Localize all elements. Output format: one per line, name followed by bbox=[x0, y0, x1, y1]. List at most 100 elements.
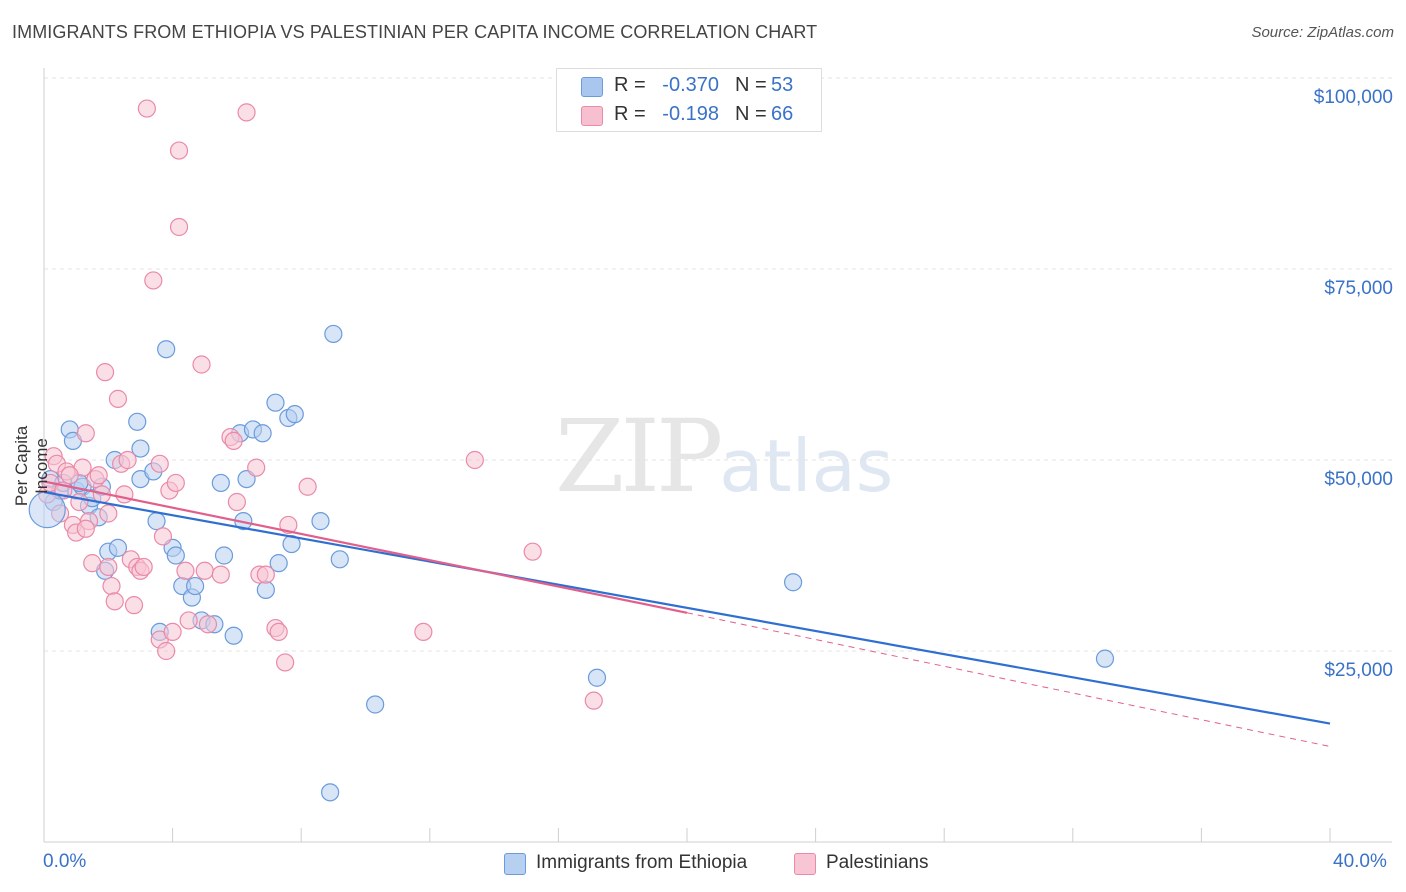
legend-swatch-ethiopia bbox=[581, 77, 603, 97]
palestinian-point-44 bbox=[211, 565, 230, 584]
palestinian-point-47 bbox=[227, 492, 246, 512]
palestinian-point-40 bbox=[179, 611, 198, 630]
watermark: ZIPatlas bbox=[555, 398, 893, 515]
palestinian-point-51 bbox=[256, 565, 275, 584]
legend-bottom-swatch-palestinians bbox=[794, 853, 816, 875]
legend-bottom-label-ethiopia: Immigrants from Ethiopia bbox=[536, 852, 748, 873]
palestinian-point-64 bbox=[176, 561, 195, 580]
ethiopia-point-17 bbox=[131, 439, 150, 458]
palestinian-point-59 bbox=[523, 542, 542, 561]
palestinian-point-20 bbox=[105, 592, 124, 611]
palestinian-point-63 bbox=[60, 466, 79, 485]
palestinian-point-37 bbox=[166, 473, 185, 493]
ethiopia-point-44 bbox=[321, 783, 340, 802]
legend-row-ethiopia: R = -0.370 N = 53 bbox=[557, 71, 821, 101]
n-value: 66 bbox=[771, 103, 794, 125]
y-tick-label-50000: $50,000 bbox=[1324, 469, 1393, 490]
y-tick-label-100000: $100,000 bbox=[1313, 87, 1393, 108]
y-axis-title: Per Capita Income bbox=[12, 425, 51, 507]
palestinian-point-42 bbox=[195, 561, 214, 580]
watermark-zip: ZIP bbox=[555, 398, 723, 515]
r-label: R = bbox=[614, 103, 646, 125]
ethiopia-point-37 bbox=[256, 580, 275, 599]
palestinian-point-17 bbox=[95, 363, 115, 382]
palestinian-point-23 bbox=[115, 485, 134, 504]
palestinian-point-30 bbox=[144, 271, 163, 290]
ethiopia-point-29 bbox=[211, 473, 230, 493]
palestinian-point-26 bbox=[124, 596, 144, 615]
ethiopia-point-20 bbox=[147, 512, 166, 531]
palestinian-point-19 bbox=[102, 576, 121, 596]
palestinian-point-61 bbox=[99, 504, 118, 523]
palestinian-point-65 bbox=[134, 557, 153, 577]
chart-title: IMMIGRANTS FROM ETHIOPIA VS PALESTINIAN … bbox=[12, 22, 818, 42]
palestinian-point-48 bbox=[237, 103, 256, 122]
ethiopia-point-36 bbox=[253, 424, 272, 443]
ethiopia-point-26 bbox=[186, 576, 205, 596]
palestinian-point-21 bbox=[108, 389, 128, 408]
palestinian-point-60 bbox=[584, 691, 603, 710]
source-label: Source: ZipAtlas.com bbox=[1251, 24, 1394, 41]
palestinian-point-11 bbox=[76, 424, 95, 443]
palestinian-trend-extension bbox=[686, 612, 1331, 747]
legend-item-ethiopia: Immigrants from Ethiopia bbox=[504, 851, 774, 877]
palestinian-point-55 bbox=[279, 515, 298, 535]
y-tick-label-75000: $75,000 bbox=[1324, 278, 1393, 299]
ethiopia-point-43 bbox=[311, 512, 330, 531]
ethiopia-point-46 bbox=[330, 550, 349, 569]
palestinian-point-43 bbox=[198, 615, 218, 634]
watermark-atlas: atlas bbox=[719, 424, 894, 508]
ethiopia-point-48 bbox=[587, 668, 607, 687]
ethiopia-point-15 bbox=[108, 538, 128, 557]
n-label: N = bbox=[735, 74, 767, 96]
correlation-legend: R = -0.370 N = 53 R = -0.198 N = 66 bbox=[556, 68, 822, 132]
ethiopia-point-16 bbox=[128, 412, 147, 431]
ethiopia-point-41 bbox=[285, 405, 304, 424]
palestinian-point-18 bbox=[99, 557, 118, 577]
r-label: R = bbox=[614, 74, 646, 96]
ethiopia-point-30 bbox=[214, 546, 234, 565]
n-value: 53 bbox=[771, 74, 794, 96]
palestinian-point-53 bbox=[269, 622, 288, 642]
ethiopia-point-38 bbox=[266, 393, 285, 412]
ethiopia-trend-line bbox=[43, 491, 1331, 725]
palestinian-point-39 bbox=[169, 217, 189, 237]
palestinian-point-32 bbox=[150, 454, 169, 473]
ethiopia-point-31 bbox=[224, 626, 243, 645]
ethiopia-point-47 bbox=[366, 695, 385, 714]
palestinian-point-33 bbox=[153, 527, 173, 546]
legend-item-palestinians: Palestinians bbox=[794, 851, 954, 877]
ethiopia-point-45 bbox=[324, 324, 343, 344]
ethiopia-point-39 bbox=[269, 554, 288, 573]
ethiopia-point-21 bbox=[157, 340, 176, 359]
palestinian-point-36 bbox=[163, 622, 182, 642]
r-value: -0.370 bbox=[662, 74, 719, 96]
palestinian-point-13 bbox=[83, 554, 102, 573]
palestinian-point-24 bbox=[118, 450, 137, 470]
palestinian-point-29 bbox=[137, 99, 156, 118]
palestinian-point-57 bbox=[414, 622, 433, 642]
y-tick-label-25000: $25,000 bbox=[1324, 660, 1393, 681]
palestinian-point-56 bbox=[298, 477, 317, 496]
ethiopia-point-23 bbox=[166, 546, 185, 565]
palestinian-point-9 bbox=[70, 492, 89, 512]
x-tick-label-max: 40.0% bbox=[1333, 851, 1387, 872]
ethiopia-point-50 bbox=[1095, 649, 1115, 668]
legend-swatch-palestinians bbox=[581, 106, 603, 126]
palestinian-point-15 bbox=[89, 466, 108, 485]
palestinian-point-62 bbox=[76, 519, 95, 538]
x-tick-label-min: 0.0% bbox=[43, 851, 87, 872]
legend-bottom-swatch-ethiopia bbox=[504, 853, 526, 875]
legend-row-palestinians: R = -0.198 N = 66 bbox=[557, 100, 821, 130]
palestinian-point-41 bbox=[192, 355, 211, 374]
palestinian-point-54 bbox=[276, 653, 295, 672]
palestinian-point-34 bbox=[157, 641, 176, 661]
palestinian-point-46 bbox=[224, 431, 243, 450]
r-value: -0.198 bbox=[662, 103, 719, 125]
ethiopia-point-49 bbox=[783, 573, 803, 592]
palestinian-point-58 bbox=[465, 450, 484, 470]
palestinian-point-38 bbox=[169, 141, 189, 160]
legend-bottom-label-palestinians: Palestinians bbox=[826, 852, 929, 873]
palestinian-point-49 bbox=[247, 458, 266, 477]
